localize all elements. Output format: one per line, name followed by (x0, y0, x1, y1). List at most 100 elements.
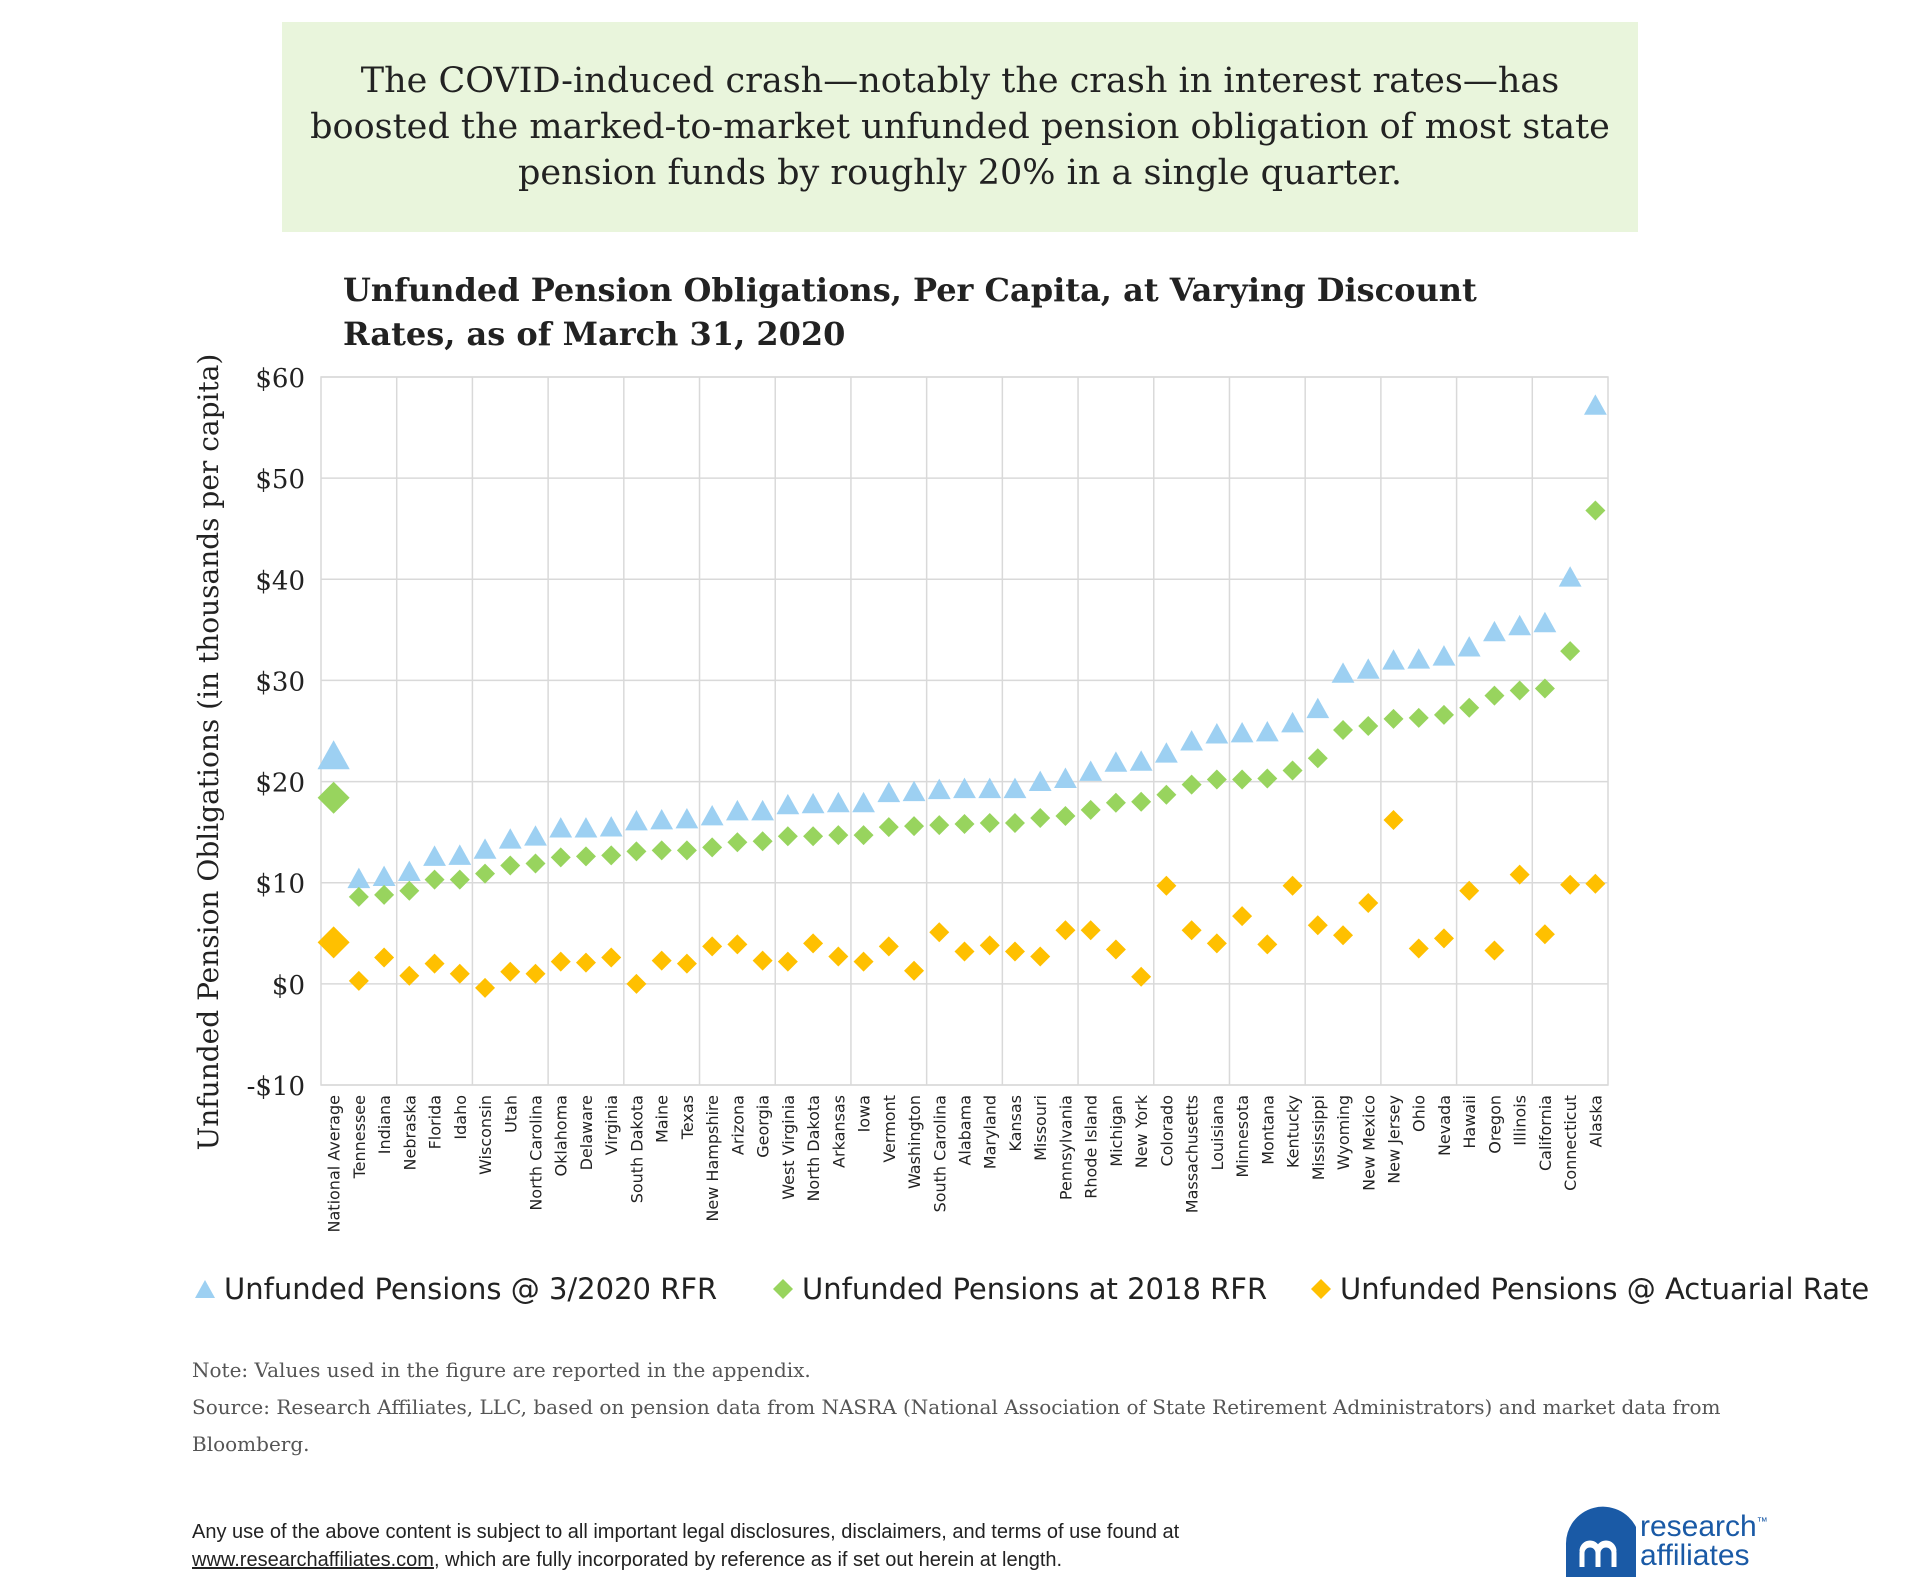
point-rfr-2020 (1129, 750, 1153, 771)
x-tick-label: Oregon (1485, 1095, 1504, 1154)
x-tick-label: Oklahoma (552, 1095, 571, 1176)
point-rfr-2018 (1307, 748, 1328, 769)
point-rfr-2018 (500, 855, 521, 876)
x-tick-label: Indiana (375, 1095, 394, 1154)
point-actuarial (500, 961, 521, 982)
point-rfr-2018 (575, 846, 596, 867)
point-rfr-2018 (1030, 807, 1051, 828)
x-tick-label: California (1536, 1095, 1555, 1171)
point-rfr-2020 (625, 810, 648, 831)
point-rfr-2020 (1508, 614, 1532, 636)
point-rfr-2020 (1255, 721, 1279, 742)
chart: -$10 $0 $10 $20 $30 $40 $50 $60 National Averag… (192, 354, 1609, 1232)
point-rfr-2018 (803, 826, 824, 847)
x-tick-label: Mississippi (1309, 1095, 1328, 1180)
point-rfr-2020 (902, 780, 926, 802)
point-actuarial (1585, 873, 1606, 894)
point-rfr-2018 (904, 816, 925, 837)
point-rfr-2018 (424, 869, 445, 890)
point-actuarial (1358, 892, 1379, 913)
x-tick-label: Missouri (1031, 1095, 1050, 1161)
point-rfr-2020 (1306, 697, 1330, 719)
x-tick-label: Illinois (1511, 1095, 1530, 1146)
point-actuarial (1030, 946, 1051, 967)
point-actuarial (1156, 875, 1177, 896)
point-actuarial (777, 951, 798, 972)
point-actuarial (1232, 906, 1253, 927)
point-rfr-2020 (423, 845, 446, 866)
point-actuarial (1131, 966, 1152, 987)
point-actuarial (954, 941, 975, 962)
diamond-icon (1311, 1279, 1331, 1299)
point-actuarial (1080, 920, 1101, 941)
point-actuarial (1181, 920, 1202, 941)
point-rfr-2018 (1080, 799, 1101, 820)
point-actuarial (752, 950, 773, 971)
point-rfr-2018 (828, 825, 849, 846)
point-rfr-2020 (1028, 770, 1052, 791)
x-tick-label: Kentucky (1284, 1095, 1303, 1168)
x-tick-label: Virginia (602, 1095, 621, 1155)
x-tick-label: Arizona (728, 1095, 747, 1155)
point-rfr-2020 (1583, 394, 1607, 415)
point-rfr-2018 (1383, 708, 1404, 729)
point-rfr-2020 (1054, 767, 1077, 788)
y-tick-label: $30 (255, 667, 305, 697)
disclaimer: Any use of the above content is subject … (192, 1518, 1392, 1574)
point-rfr-2018 (1534, 678, 1555, 699)
legend-item-actuarial: Unfunded Pensions @ Actuarial Rate (1310, 1272, 1869, 1306)
point-rfr-2020 (372, 865, 396, 887)
x-tick-label: Rhode Island (1082, 1095, 1101, 1199)
x-tick-label: Idaho (451, 1095, 470, 1140)
point-rfr-2020 (776, 793, 800, 815)
x-tick-label: Arkansas (829, 1095, 848, 1168)
point-actuarial (828, 946, 849, 967)
y-tick-label: $40 (255, 566, 305, 596)
y-tick-label: $20 (255, 769, 305, 799)
point-actuarial (475, 977, 496, 998)
point-rfr-2020 (498, 828, 522, 849)
point-rfr-2018 (1004, 813, 1025, 834)
x-tick-label: Wyoming (1334, 1095, 1353, 1170)
point-rfr-2018 (1585, 500, 1606, 521)
logo-tm: ™ (1756, 1516, 1768, 1528)
x-tick-label: Alabama (956, 1095, 975, 1166)
point-rfr-2020 (347, 867, 371, 889)
chart-title: Unfunded Pension Obligations, Per Capita… (343, 271, 1477, 353)
point-rfr-2018 (727, 832, 748, 853)
point-rfr-2020 (1003, 777, 1027, 799)
website-link[interactable]: www.researchaffiliates.com (192, 1549, 434, 1571)
point-rfr-2020 (524, 825, 547, 846)
point-rfr-2018 (1433, 704, 1454, 725)
point-rfr-2020 (1483, 620, 1506, 642)
point-actuarial (575, 952, 596, 973)
point-rfr-2020 (1533, 611, 1557, 633)
point-actuarial (702, 936, 723, 957)
x-tick-label: Vermont (880, 1095, 899, 1163)
notes: Note: Values used in the figure are repo… (192, 1352, 1722, 1463)
y-tick-labels: -$10 $0 $10 $20 $30 $40 $50 $60 (247, 364, 305, 1102)
point-actuarial (929, 922, 950, 943)
x-tick-label: Michigan (1107, 1095, 1126, 1167)
point-rfr-2020 (650, 809, 674, 830)
point-rfr-2020 (675, 808, 699, 829)
point-rfr-2020 (700, 804, 724, 826)
x-tick-label: National Average (325, 1095, 344, 1232)
point-actuarial (1484, 940, 1505, 961)
point-rfr-2018 (1408, 707, 1429, 728)
point-rfr-2020 (599, 816, 623, 837)
x-tick-label: Washington (905, 1095, 924, 1189)
logo-line1: research (1640, 1510, 1757, 1543)
point-rfr-2018 (374, 884, 395, 905)
point-rfr-2020 (1457, 636, 1481, 657)
point-rfr-2018 (550, 847, 571, 868)
x-tick-label: Hawaii (1460, 1095, 1479, 1149)
point-rfr-2018 (1282, 760, 1303, 781)
point-actuarial (651, 950, 672, 971)
point-rfr-2020 (751, 799, 775, 821)
point-actuarial (904, 960, 925, 981)
plot-border (320, 376, 1609, 1086)
point-rfr-2020 (852, 791, 875, 813)
point-rfr-2020 (473, 838, 497, 859)
point-actuarial (1206, 933, 1227, 954)
